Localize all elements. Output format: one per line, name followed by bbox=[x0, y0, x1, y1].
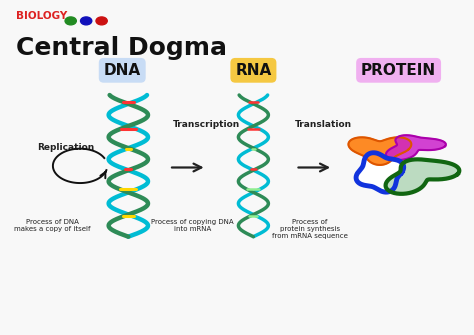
Polygon shape bbox=[386, 135, 446, 160]
Text: RNA: RNA bbox=[235, 63, 272, 78]
Circle shape bbox=[96, 17, 107, 25]
Text: Transcription: Transcription bbox=[173, 120, 240, 129]
Polygon shape bbox=[348, 137, 411, 165]
Circle shape bbox=[81, 17, 92, 25]
Polygon shape bbox=[385, 159, 459, 194]
Text: BIOLOGY: BIOLOGY bbox=[16, 11, 67, 21]
Text: Central Dogma: Central Dogma bbox=[16, 36, 227, 60]
Text: Process of DNA
makes a copy of itself: Process of DNA makes a copy of itself bbox=[14, 218, 90, 231]
Polygon shape bbox=[356, 153, 404, 192]
Text: Process of
protein synthesis
from mRNA sequence: Process of protein synthesis from mRNA s… bbox=[272, 218, 347, 239]
Polygon shape bbox=[385, 159, 459, 194]
Text: Replication: Replication bbox=[37, 143, 95, 152]
Text: Translation: Translation bbox=[295, 120, 352, 129]
Text: Process of copying DNA
into mRNA: Process of copying DNA into mRNA bbox=[151, 218, 234, 231]
Text: DNA: DNA bbox=[104, 63, 141, 78]
Circle shape bbox=[65, 17, 76, 25]
Text: PROTEIN: PROTEIN bbox=[361, 63, 436, 78]
